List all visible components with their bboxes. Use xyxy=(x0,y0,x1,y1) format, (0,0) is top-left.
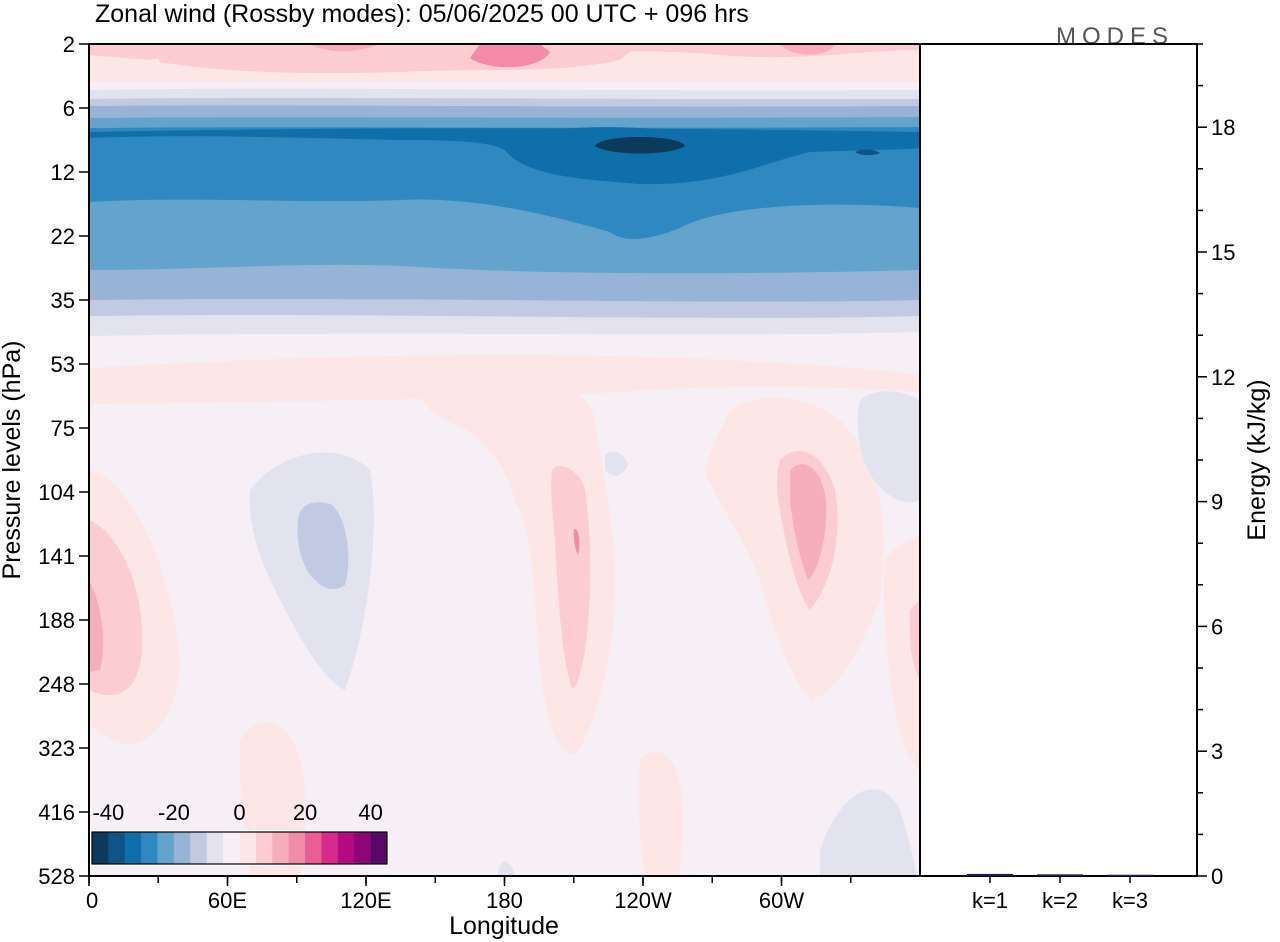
energy-axis-label: Energy (kJ/kg) xyxy=(1243,379,1271,540)
energy-y-tick-label: 15 xyxy=(1211,240,1235,265)
y-tick-label: 528 xyxy=(38,864,75,889)
colorbar-swatch xyxy=(370,832,388,864)
y-tick-label: 2 xyxy=(63,32,75,57)
energy-y-tick-label: 12 xyxy=(1211,365,1235,390)
colorbar-swatch xyxy=(190,832,208,864)
y-tick-label: 22 xyxy=(51,224,75,249)
x-axis-label: Longitude xyxy=(449,912,559,940)
colorbar-tick-label: -40 xyxy=(92,800,124,825)
colorbar-swatch xyxy=(141,832,158,864)
tropospheric-structures xyxy=(89,354,920,876)
x-axis: 0 60E 120E 180 120W 60W xyxy=(86,876,852,913)
x-tick-label: 60E xyxy=(208,888,247,913)
energy-bar-k2 xyxy=(1037,874,1083,876)
energy-axis: 0 3 6 9 12 15 18 xyxy=(1197,43,1235,889)
x-tick-label: 120W xyxy=(614,888,672,913)
energy-panel: k=1 k=2 k=3 0 3 6 9 12 15 18 Energy (kJ/kg) xyxy=(919,43,1271,913)
y-tick-label: 6 xyxy=(63,96,75,121)
y-tick-label: 104 xyxy=(38,480,75,505)
energy-category-label: k=1 xyxy=(972,888,1008,913)
colorbar-swatch xyxy=(239,832,257,864)
colorbar-swatch xyxy=(288,832,306,864)
y-tick-label: 248 xyxy=(38,672,75,697)
y-tick-label: 141 xyxy=(38,544,75,569)
y-tick-label: 416 xyxy=(38,800,75,825)
y-tick-label: 12 xyxy=(51,160,75,185)
y-tick-label: 188 xyxy=(38,608,75,633)
colorbar-swatch xyxy=(272,832,289,864)
energy-y-tick-label: 6 xyxy=(1211,614,1223,639)
colorbar-swatch xyxy=(354,832,371,864)
chart-title: Zonal wind (Rossby modes): 05/06/2025 00… xyxy=(95,0,749,28)
colorbar-swatch xyxy=(255,832,273,864)
energy-bar-k3 xyxy=(1107,874,1153,877)
colorbar-swatch xyxy=(108,832,126,864)
colorbar-tick-label: 20 xyxy=(293,800,317,825)
y-axis: 2 6 12 22 35 53 75 104 141 188 248 323 416 528 xyxy=(38,32,89,889)
colorbar-swatch xyxy=(305,832,322,864)
y-tick-label: 75 xyxy=(51,416,75,441)
x-tick-label: 0 xyxy=(86,888,98,913)
colorbar-swatch xyxy=(337,832,355,864)
energy-category-label: k=2 xyxy=(1042,888,1078,913)
upper-westerly-band xyxy=(89,44,920,94)
colorbar-swatch xyxy=(92,832,109,864)
colorbar: -40 -20 0 20 40 xyxy=(90,800,389,866)
colorbar-frame xyxy=(91,831,388,865)
x-tick-label: 120E xyxy=(340,888,391,913)
colorbar-tick-label: 0 xyxy=(233,800,245,825)
colorbar-swatch xyxy=(173,832,191,864)
energy-panel-frame xyxy=(919,43,1198,877)
colorbar-swatch xyxy=(157,832,175,864)
colorbar-tick-label: -20 xyxy=(158,800,190,825)
x-tick-label: 60W xyxy=(759,888,804,913)
colorbar-swatch xyxy=(223,832,240,864)
colorbar-swatch xyxy=(124,832,142,864)
energy-y-tick-label: 9 xyxy=(1211,490,1223,515)
x-tick-label: 180 xyxy=(486,888,523,913)
energy-y-tick-label: 0 xyxy=(1211,864,1223,889)
y-axis-label: Pressure levels (hPa) xyxy=(0,341,26,580)
energy-bars: k=1 k=2 k=3 xyxy=(967,873,1153,913)
colorbar-swatch xyxy=(321,832,339,864)
contour-field xyxy=(89,44,920,876)
y-tick-label: 323 xyxy=(38,736,75,761)
energy-bar-k1 xyxy=(967,873,1013,876)
easterly-band xyxy=(89,88,920,337)
colorbar-swatch xyxy=(206,832,224,864)
colorbar-tick-label: 40 xyxy=(358,800,382,825)
energy-y-tick-label: 18 xyxy=(1211,115,1235,140)
y-tick-label: 53 xyxy=(51,352,75,377)
y-tick-label: 35 xyxy=(51,288,75,313)
energy-y-tick-label: 3 xyxy=(1211,739,1223,764)
energy-category-label: k=3 xyxy=(1112,888,1148,913)
